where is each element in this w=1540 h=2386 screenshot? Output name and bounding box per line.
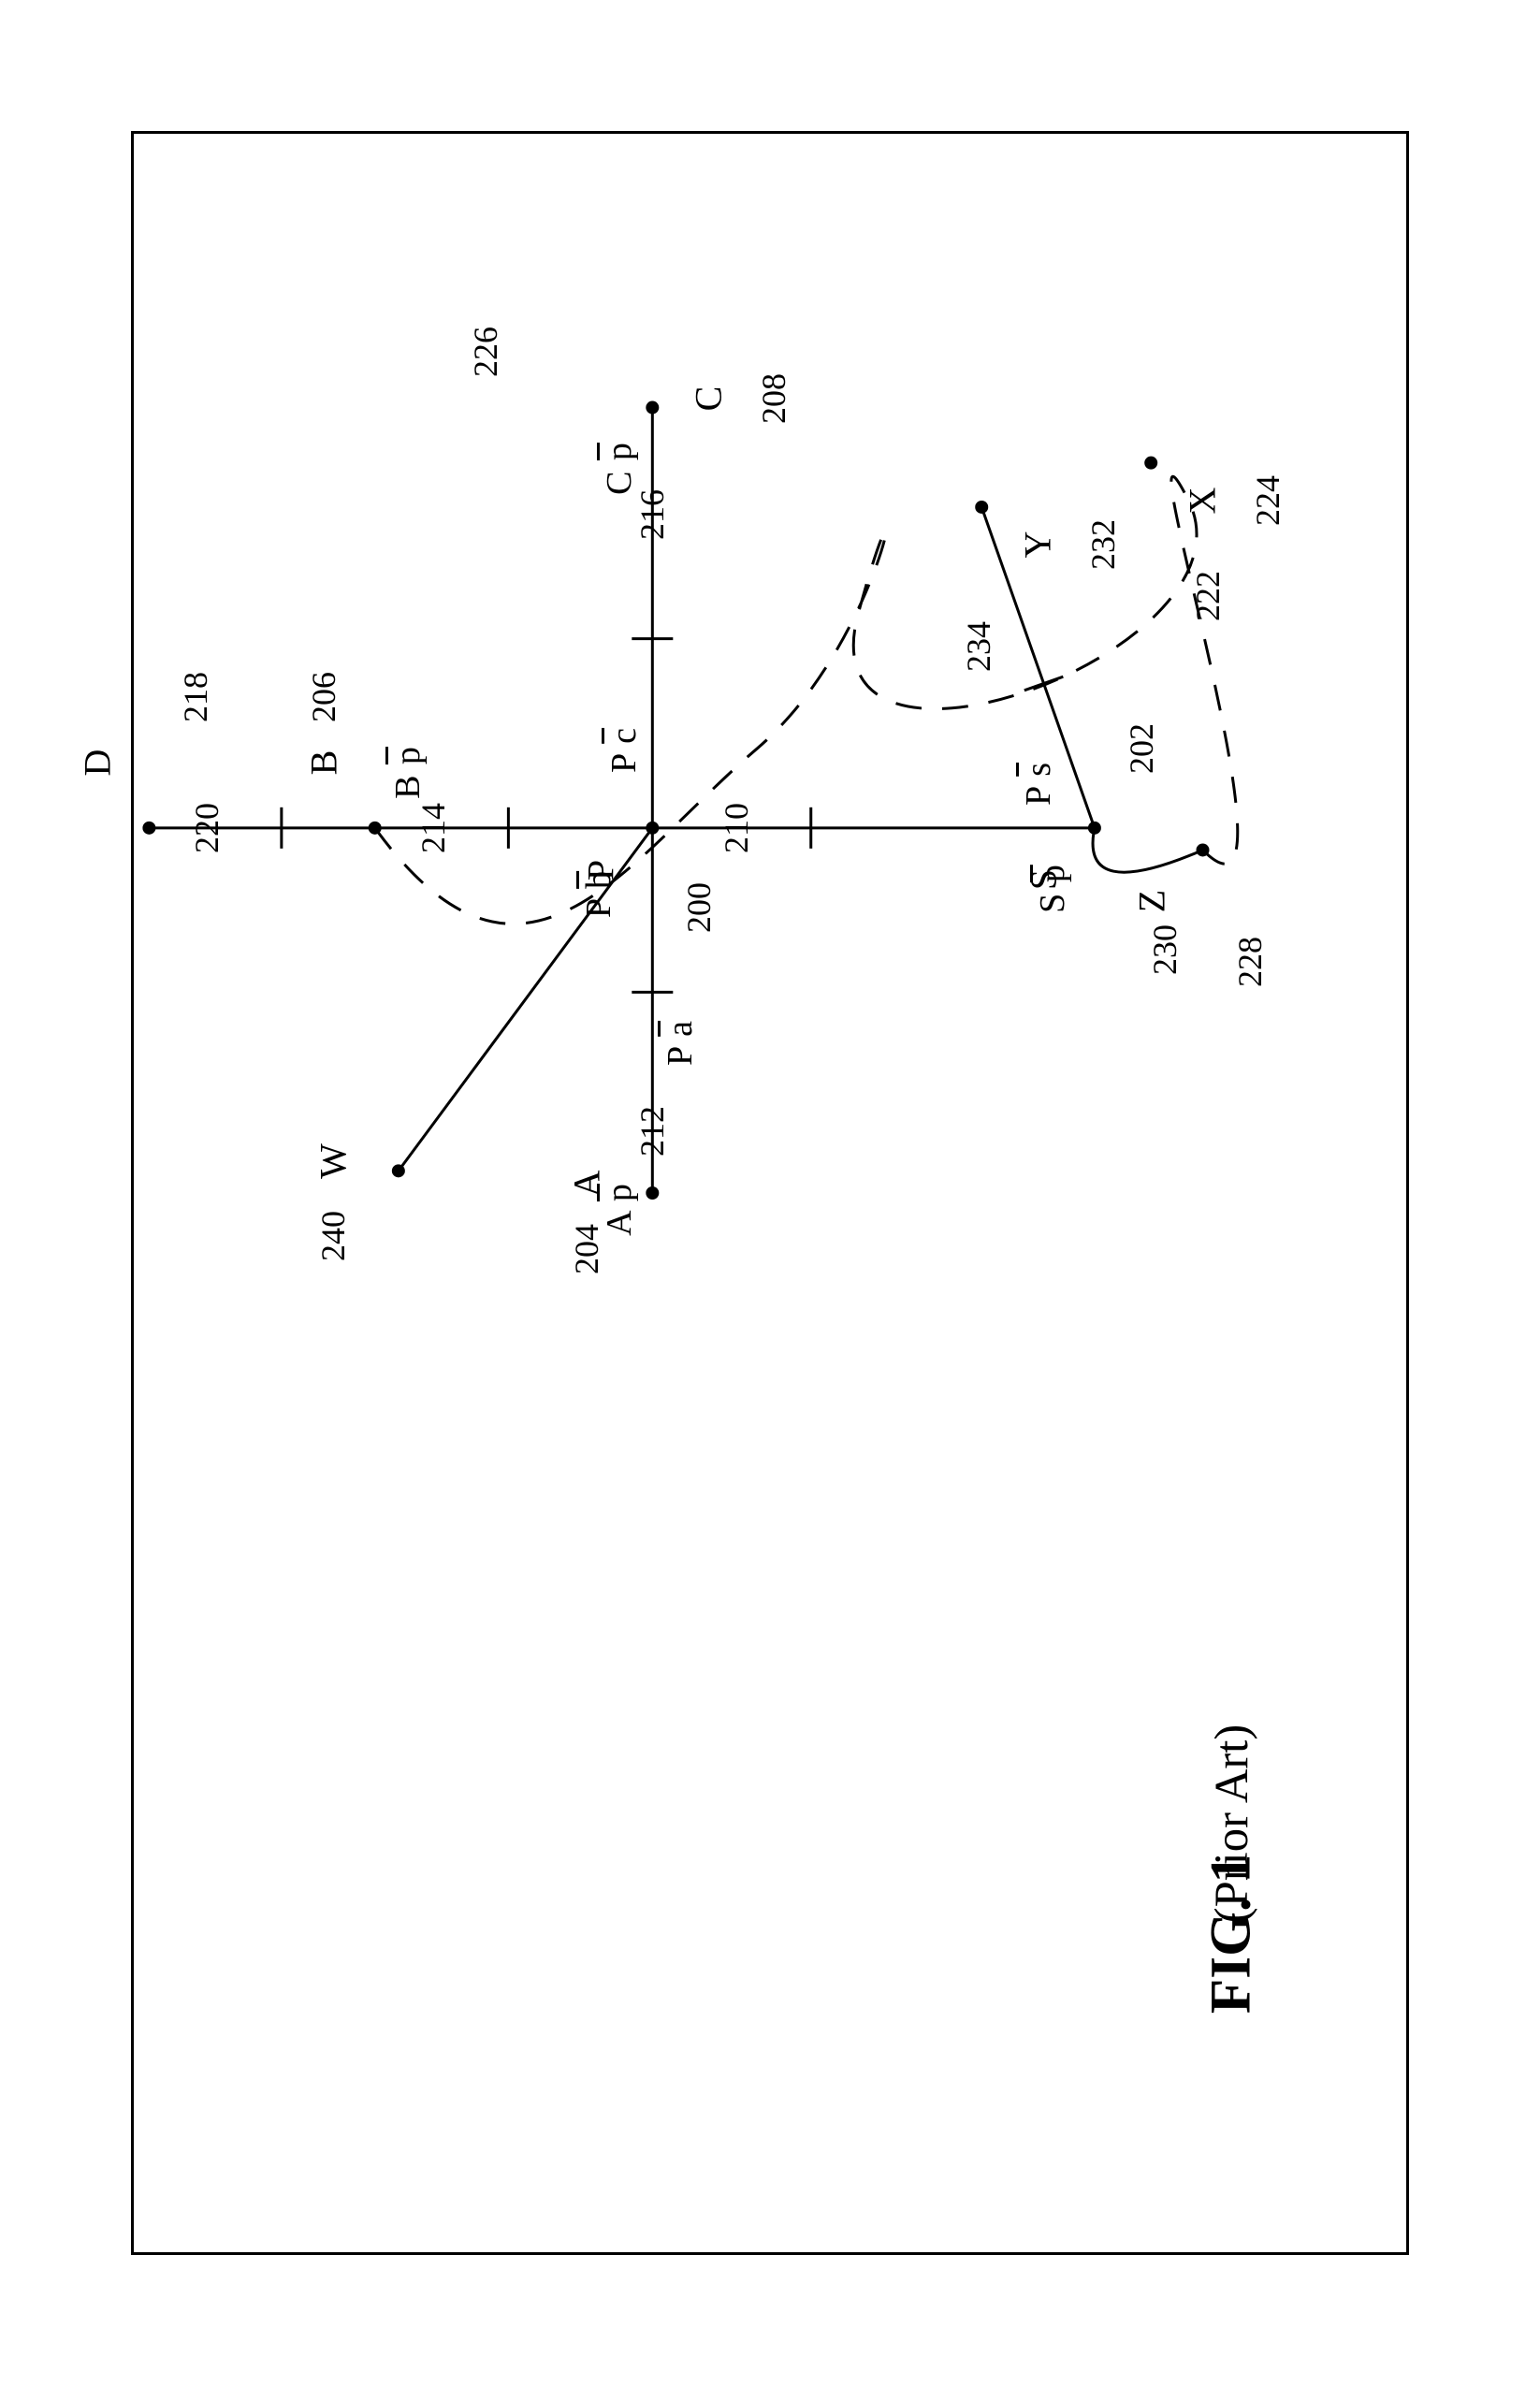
vec-Pc: P c xyxy=(603,728,645,773)
ref-202: 202 xyxy=(1122,723,1161,774)
ref-228: 228 xyxy=(1230,937,1270,987)
point-W: W xyxy=(311,1143,355,1179)
ref-206: 206 xyxy=(304,672,343,722)
vec-Pa: P a xyxy=(660,1021,701,1066)
point-Y: Y xyxy=(1016,531,1060,558)
ref-208: 208 xyxy=(754,373,793,424)
point-D: D xyxy=(76,749,120,776)
vec-Pb: P b xyxy=(578,871,619,918)
ref-222: 222 xyxy=(1188,571,1228,621)
ref-232: 232 xyxy=(1083,519,1123,570)
ref-234: 234 xyxy=(959,621,998,672)
ref-226: 226 xyxy=(466,327,505,377)
ref-214: 214 xyxy=(414,803,453,853)
diagram-stage: FIG. 1(Prior Art)P200S202A204B206C208D21… xyxy=(131,131,1409,2255)
ref-240: 240 xyxy=(313,1211,353,1261)
figure-subtitle: (Prior Art) xyxy=(1204,1724,1258,1923)
ref-220: 220 xyxy=(187,803,226,853)
point-B: B xyxy=(301,749,345,775)
vec-Bp: B p xyxy=(387,747,429,799)
ref-218: 218 xyxy=(176,672,215,722)
vec-Sp: S p xyxy=(1032,865,1073,913)
point-Z: Z xyxy=(1129,890,1173,912)
ref-210: 210 xyxy=(717,803,756,853)
ref-216: 216 xyxy=(632,489,672,540)
ref-224: 224 xyxy=(1248,475,1287,526)
point-X: X xyxy=(1181,487,1225,514)
point-C: C xyxy=(687,386,731,411)
ref-212: 212 xyxy=(632,1106,672,1157)
ref-200: 200 xyxy=(679,882,719,933)
vec-Ps: P s xyxy=(1018,763,1059,806)
vec-Ap: A p xyxy=(599,1184,640,1236)
vec-Cp: C p xyxy=(599,443,640,495)
ref-230: 230 xyxy=(1145,924,1184,975)
